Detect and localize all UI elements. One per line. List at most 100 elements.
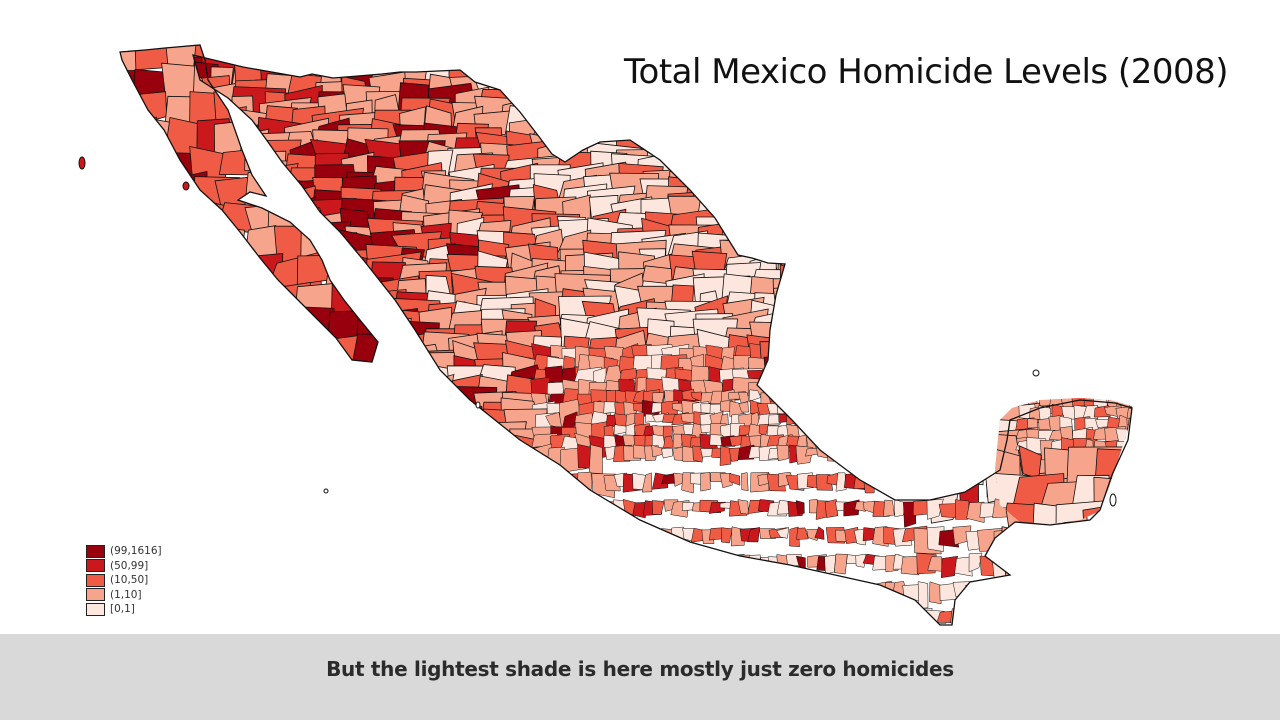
municipality-cell [854, 289, 892, 336]
municipality-cell [662, 556, 677, 568]
municipality-cell [1029, 555, 1086, 587]
map-legend: (99,1616] (50,99] (10,50] (1,10] [0,1] [86, 544, 162, 617]
municipality-cell [667, 109, 717, 166]
municipality-cell [827, 329, 867, 367]
municipality-cell [825, 424, 835, 436]
municipality-cell [754, 139, 784, 187]
municipality-cell [1022, 165, 1037, 189]
municipality-cell [1035, 131, 1057, 144]
municipality-cell [856, 278, 913, 329]
municipality-cell [546, 473, 576, 498]
municipality-cell [992, 197, 1043, 237]
municipality-cell [1021, 66, 1043, 87]
municipality-cell [591, 554, 608, 570]
municipality-cell [346, 357, 380, 388]
municipality-cell [868, 348, 915, 384]
municipality-cell [371, 362, 423, 392]
municipality-cell [604, 528, 623, 546]
municipality-cell [747, 608, 770, 625]
municipality-cell [781, 322, 803, 366]
municipality-cell [927, 433, 964, 458]
municipality-cell [719, 556, 733, 575]
municipality-cell [779, 250, 804, 308]
municipality-cell [313, 529, 352, 570]
municipality-cell [365, 377, 416, 416]
municipality-cell [772, 284, 829, 341]
municipality-cell [204, 375, 246, 414]
municipality-cell [559, 580, 590, 609]
municipality-cell [801, 199, 858, 242]
legend-swatch [86, 544, 105, 558]
municipality-cell [201, 441, 232, 480]
municipality-cell [800, 243, 844, 286]
municipality-cell [365, 578, 412, 621]
municipality-cell [855, 198, 914, 243]
municipality-cell [847, 365, 886, 415]
municipality-cell [935, 153, 980, 195]
municipality-cell [741, 472, 749, 492]
municipality-cell [971, 111, 1004, 156]
municipality-cell [915, 160, 957, 219]
municipality-cell [690, 127, 737, 174]
municipality-cell [1022, 298, 1037, 322]
municipality-cell [288, 385, 339, 434]
municipality-cell [1034, 142, 1056, 167]
municipality-cell [202, 497, 237, 537]
municipality-cell [391, 580, 427, 612]
municipality-cell [609, 62, 648, 117]
municipality-cell [952, 387, 1004, 422]
municipality-cell [425, 495, 466, 541]
municipality-cell [193, 295, 229, 349]
municipality-cell [612, 55, 645, 98]
municipality-cell [977, 376, 1023, 413]
municipality-cell [670, 583, 687, 596]
municipality-cell [836, 402, 848, 413]
municipality-cell [872, 423, 889, 436]
municipality-cell [312, 400, 353, 451]
municipality-cell [858, 262, 896, 322]
municipality-cell [775, 117, 806, 171]
municipality-cell [938, 160, 995, 213]
municipality-cell [913, 140, 959, 188]
municipality-cell [163, 201, 203, 240]
municipality-cell [193, 215, 216, 254]
municipality-cell [801, 55, 858, 89]
municipality-cell [231, 367, 274, 421]
municipality-cell [193, 523, 223, 567]
municipality-cell [287, 380, 330, 408]
municipality-cell [772, 277, 828, 310]
legend-label: (50,99] [110, 559, 149, 572]
municipality-cell [193, 355, 228, 408]
municipality-cell [939, 254, 979, 297]
municipality-cell [283, 553, 319, 583]
municipality-cell [1020, 334, 1037, 354]
municipality-cell [944, 189, 977, 239]
municipality-cell [808, 232, 841, 279]
municipality-cell [831, 195, 886, 245]
municipality-cell [968, 333, 1011, 384]
municipality-cell [875, 444, 891, 459]
municipality-cell [909, 252, 948, 305]
municipality-cell [834, 185, 865, 222]
municipality-cell [114, 369, 159, 401]
municipality-cell [710, 582, 725, 592]
municipality-cell [583, 97, 628, 139]
municipality-cell [632, 581, 652, 593]
municipality-cell [882, 256, 919, 294]
municipality-cell [207, 604, 247, 625]
municipality-cell [452, 431, 495, 473]
municipality-cell [957, 366, 983, 403]
municipality-cell [672, 554, 685, 573]
municipality-cell [1029, 378, 1049, 398]
municipality-cell [872, 607, 915, 625]
municipality-cell [591, 55, 636, 100]
municipality-cell [680, 609, 696, 625]
municipality-cell [930, 441, 976, 485]
municipality-cell [1128, 472, 1132, 524]
municipality-cell [366, 553, 404, 584]
municipality-cell [910, 298, 959, 347]
municipality-cell [546, 555, 574, 579]
municipality-cell [544, 607, 571, 625]
municipality-cell [340, 446, 394, 478]
municipality-cell [995, 274, 1029, 325]
